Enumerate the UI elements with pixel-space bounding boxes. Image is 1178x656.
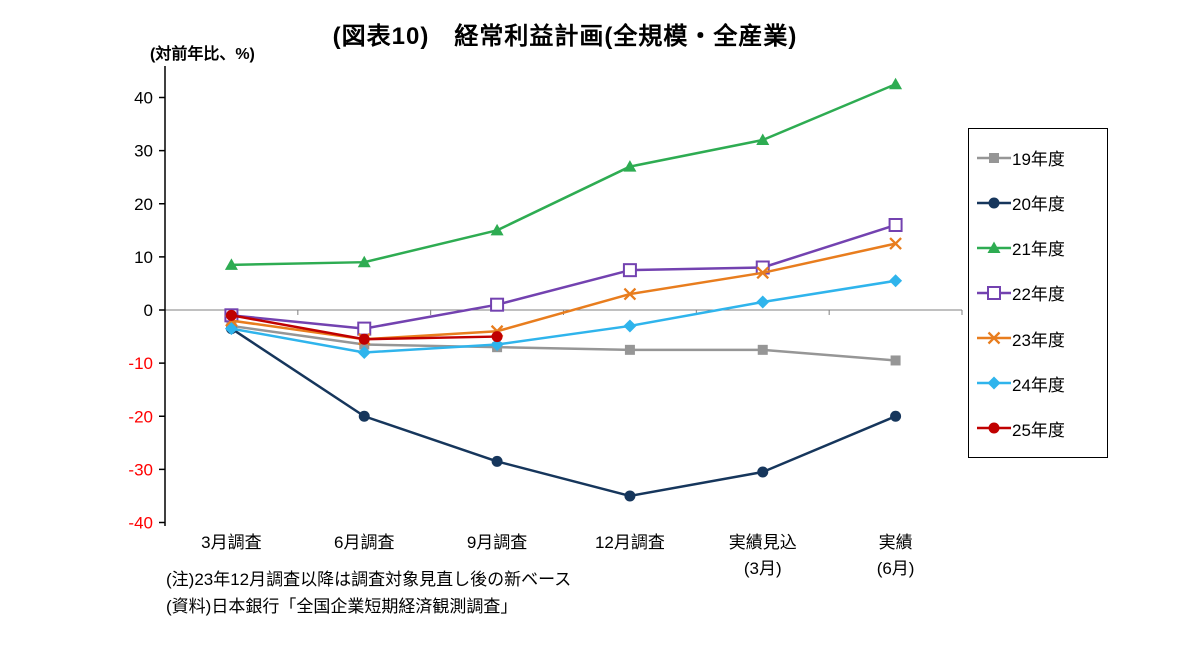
legend-label: 24年度 — [1012, 375, 1065, 395]
legend-item: 20年度 — [977, 182, 1107, 224]
y-tick-label: 0 — [144, 301, 153, 320]
notes: (注)23年12月調査以降は調査対象見直し後の新ベース (資料)日本銀行「全国企… — [166, 566, 571, 620]
series-23年度 — [225, 237, 902, 346]
legend-item: 23年度 — [977, 317, 1107, 359]
legend: 19年度 20年度 21年度 22年度 23年度 24年度 25年度 — [968, 128, 1108, 458]
series-22年度 — [224, 218, 903, 336]
series-21年度 — [224, 77, 903, 270]
x-tick-label: 12月調査 — [595, 533, 665, 552]
note-line: (資料)日本銀行「全国企業短期経済観測調査」 — [166, 597, 518, 616]
legend-marker-open-square — [977, 285, 1011, 300]
legend-label: 20年度 — [1012, 195, 1065, 215]
legend-marker-circle — [977, 197, 1011, 209]
y-tick-label: -10 — [128, 354, 153, 373]
legend-label: 22年度 — [1012, 285, 1065, 305]
y-tick-label: 20 — [134, 195, 153, 214]
legend-marker-circle — [977, 422, 1011, 434]
legend-label: 23年度 — [1012, 330, 1065, 350]
y-tick-label: -30 — [128, 460, 153, 479]
x-tick-label: 9月調査 — [467, 533, 527, 552]
y-tick-label: 30 — [134, 142, 153, 161]
x-tick-label: 6月調査 — [334, 533, 394, 552]
legend-marker-triangle — [977, 241, 1011, 253]
x-tick-sublabel: (6月) — [877, 559, 915, 578]
series-19年度 — [226, 320, 901, 366]
chart-title: (図表10) 経常利益計画(全規模・全産業) — [332, 23, 798, 50]
y-tick-label: -20 — [128, 407, 153, 426]
legend-item: 21年度 — [977, 227, 1107, 269]
series-20年度 — [225, 323, 902, 502]
series-25年度 — [225, 309, 503, 345]
legend-label: 21年度 — [1012, 240, 1065, 260]
x-tick-label: 実績見込 — [729, 533, 797, 552]
legend-marker-square — [977, 152, 1011, 163]
x-tick-label: 3月調査 — [201, 533, 261, 552]
legend-label: 25年度 — [1012, 420, 1065, 440]
legend-marker-x — [977, 331, 1011, 345]
legend-item: 24年度 — [977, 362, 1107, 404]
x-tick-label: 実績 — [879, 533, 913, 552]
series-24年度 — [224, 274, 903, 359]
y-axis-unit-label: (対前年比、%) — [150, 46, 255, 63]
legend-item: 22年度 — [977, 272, 1107, 314]
legend-item: 19年度 — [977, 137, 1107, 179]
y-tick-label: -40 — [128, 514, 153, 533]
legend-marker-diamond — [977, 376, 1011, 390]
y-tick-label: 10 — [134, 248, 153, 267]
y-tick-label: 40 — [134, 89, 153, 108]
note-line: (注)23年12月調査以降は調査対象見直し後の新ベース — [166, 570, 572, 589]
legend-label: 19年度 — [1012, 150, 1065, 170]
x-tick-sublabel: (3月) — [744, 559, 782, 578]
legend-item: 25年度 — [977, 407, 1107, 449]
